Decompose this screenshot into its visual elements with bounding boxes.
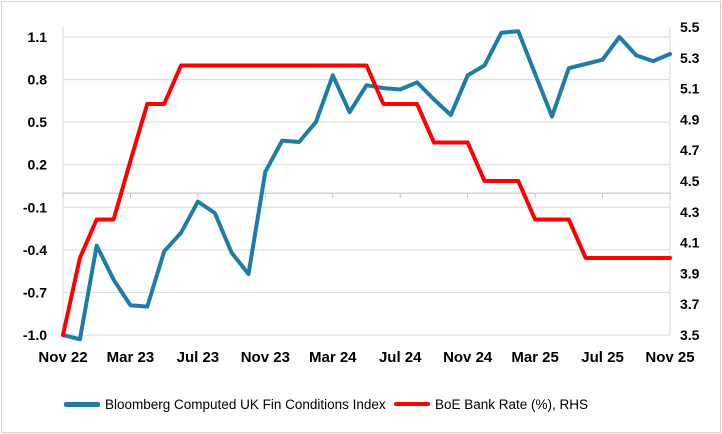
left-axis-label: 0.8 <box>28 72 48 88</box>
boe-rate-line <box>61 63 672 337</box>
rate-line-swatch <box>394 402 430 406</box>
right-axis-label: 4.7 <box>680 142 700 158</box>
right-axis-label: 3.5 <box>680 327 700 343</box>
right-axis-label: 4.5 <box>680 173 700 189</box>
x-axis-label: Nov 23 <box>241 349 290 366</box>
rate-legend-label: BoE Bank Rate (%), RHS <box>435 396 589 412</box>
right-axis-label: 5.3 <box>680 50 700 66</box>
right-axis-label: 4.3 <box>680 204 700 220</box>
x-axis-label: Mar 23 <box>107 349 155 366</box>
fci-line-swatch <box>64 401 100 407</box>
legend-item-fci[interactable]: Bloomberg Computed UK Fin Conditions Ind… <box>64 396 386 412</box>
left-axis-label: -0.7 <box>23 284 47 300</box>
left-axis-label: -0.1 <box>23 199 47 215</box>
x-axis-label: Jul 24 <box>379 349 422 366</box>
left-axis-label: -0.4 <box>23 242 47 258</box>
left-axis-label: 1.1 <box>28 29 48 45</box>
x-axis-label: Mar 24 <box>309 349 357 366</box>
right-axis-label: 5.1 <box>680 81 700 97</box>
x-axis-label: Nov 25 <box>645 349 694 366</box>
right-axis-label: 4.1 <box>680 235 700 251</box>
x-axis-label: Jul 23 <box>177 349 220 366</box>
legend-item-rate[interactable]: BoE Bank Rate (%), RHS <box>394 396 588 412</box>
left-axis-label: 0.5 <box>28 114 48 130</box>
right-axis-label: 4.9 <box>680 111 700 127</box>
x-axis-label: Jul 25 <box>581 349 624 366</box>
left-axis-label: -1.0 <box>23 327 47 343</box>
left-axis-label: 0.2 <box>28 157 48 173</box>
x-axis-label: Mar 25 <box>511 349 559 366</box>
chart-canvas: 1.1 0.8 0.5 0.2 -0.1 -0.4 -0.7 -1.0 5.5 5.3 5.1 4.9… <box>23 19 700 366</box>
fci-legend-label: Bloomberg Computed UK Fin Conditions Ind… <box>105 396 386 412</box>
x-axis-label: Nov 24 <box>443 349 493 366</box>
right-axis-label: 3.7 <box>680 296 700 312</box>
legend: Bloomberg Computed UK Fin Conditions Ind… <box>0 396 722 418</box>
right-axis-label: 5.5 <box>680 19 700 35</box>
right-axis-label: 3.9 <box>680 265 700 281</box>
fci-line <box>61 29 672 342</box>
x-axis-label: Nov 22 <box>38 349 87 366</box>
